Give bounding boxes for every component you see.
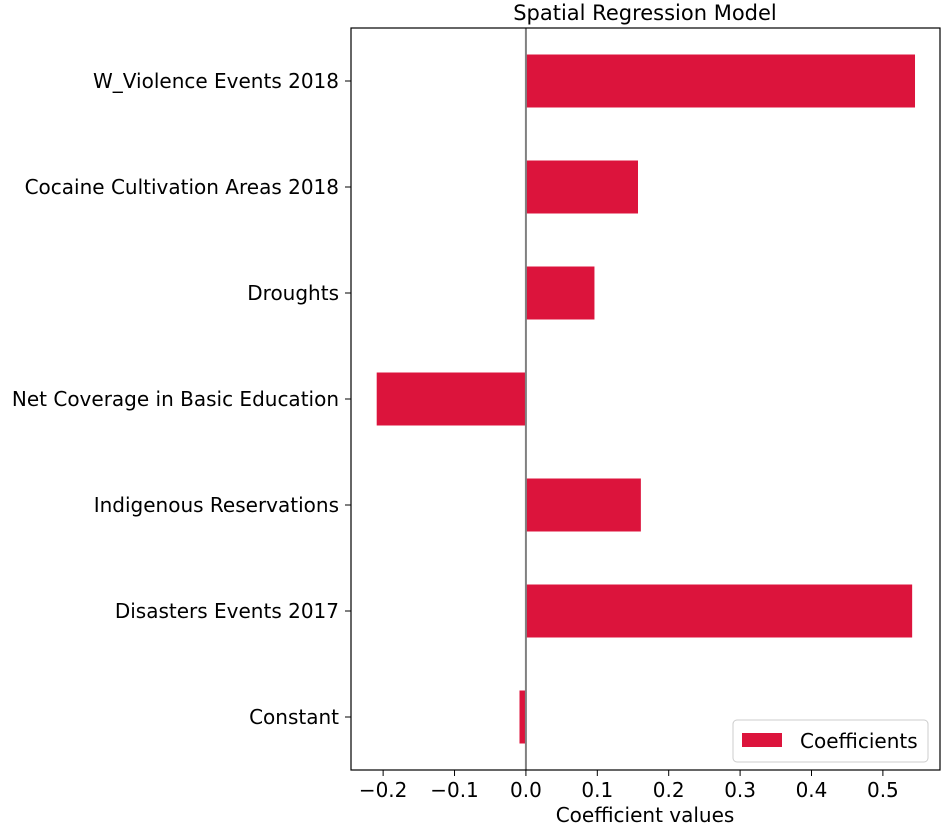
y-tick-label: Indigenous Reservations [94, 493, 339, 517]
bar [525, 266, 595, 320]
x-tick-label: 0.0 [510, 778, 542, 802]
y-tick-label: W_Violence Events 2018 [93, 69, 339, 93]
x-tick-label: 0.3 [724, 778, 756, 802]
x-tick-label: 0.2 [653, 778, 685, 802]
bar [525, 160, 639, 214]
bar [376, 372, 526, 426]
legend-swatch [742, 733, 782, 747]
bar [525, 478, 641, 532]
x-tick-label: 0.4 [796, 778, 828, 802]
bar [525, 584, 913, 638]
y-tick-label: Droughts [247, 281, 339, 305]
y-axis: W_Violence Events 2018 Cocaine Cultivatio… [12, 69, 351, 729]
bars-group [376, 54, 916, 744]
chart-title: Spatial Regression Model [513, 1, 777, 25]
x-axis-label: Coefficient values [556, 803, 735, 827]
legend-label: Coefficients [800, 729, 918, 753]
bar [525, 54, 916, 108]
x-tick-label: 0.5 [867, 778, 899, 802]
y-tick-label: Disasters Events 2017 [115, 599, 339, 623]
legend-box [732, 719, 929, 763]
y-tick-label: Net Coverage in Basic Education [12, 387, 339, 411]
legend: Coefficients [732, 719, 929, 763]
x-tick-label: −0.1 [430, 778, 479, 802]
x-tick-label: 0.1 [581, 778, 613, 802]
y-tick-label: Cocaine Cultivation Areas 2018 [25, 175, 339, 199]
y-tick-label: Constant [249, 705, 339, 729]
bar [519, 690, 526, 744]
x-axis: −0.2 −0.1 0.0 0.1 0.2 0.3 0.4 0.5 [359, 770, 899, 802]
x-tick-label: −0.2 [359, 778, 408, 802]
